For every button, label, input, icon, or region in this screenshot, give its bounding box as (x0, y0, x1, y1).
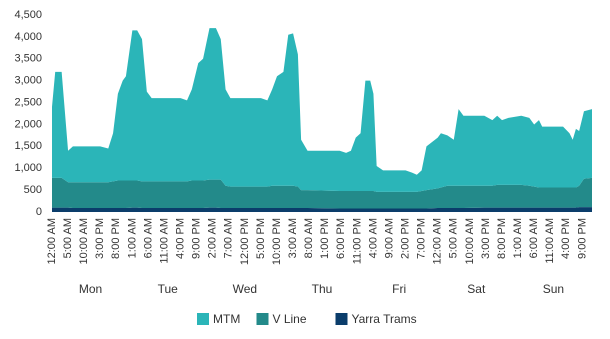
day-label: Sat (467, 282, 486, 296)
area (52, 28, 592, 192)
x-tick-label: 8:00 AM (303, 218, 315, 258)
x-tick-label: 9:00 PM (576, 218, 588, 259)
y-tick-label: 0 (36, 206, 42, 218)
y-tick-label: 2,000 (14, 118, 42, 130)
x-tick-label: 11:00 AM (158, 218, 170, 264)
x-tick-label: 3:00 PM (94, 218, 106, 259)
day-label: Fri (392, 282, 406, 296)
x-tick-label: 4:00 PM (560, 218, 572, 259)
x-tick-label: 3:00 AM (287, 218, 299, 258)
x-tick-label: 6:00 AM (528, 218, 540, 258)
x-tick-label: 11:00 AM (544, 218, 556, 264)
x-tick-label: 9:00 PM (191, 218, 203, 259)
x-tick-label: 7:00 AM (223, 218, 235, 258)
day-label: Mon (79, 282, 102, 296)
y-tick-label: 3,000 (14, 75, 42, 87)
x-tick-label: 6:00 AM (142, 218, 154, 258)
y-tick-label: 3,500 (14, 53, 42, 65)
legend-swatch (335, 313, 348, 325)
x-tick-label: 6:00 PM (335, 218, 347, 259)
x-tick-label: 1:00 PM (319, 218, 331, 259)
x-tick-label: 8:00 PM (496, 218, 508, 259)
x-tick-label: 4:00 AM (367, 218, 379, 258)
y-tick-label: 4,500 (14, 9, 42, 21)
x-tick-label: 5:00 AM (62, 218, 74, 258)
x-tick-label: 3:00 PM (480, 218, 492, 259)
x-tick-label: 5:00 PM (255, 218, 267, 259)
x-tick-label: 5:00 AM (448, 218, 460, 258)
y-tick-label: 500 (24, 184, 42, 196)
day-label: Sun (543, 282, 564, 296)
x-tick-label: 4:00 PM (174, 218, 186, 259)
area (52, 177, 592, 209)
legend-swatch (197, 313, 209, 325)
x-tick-label: 8:00 PM (110, 218, 122, 259)
x-tick-label: 1:00 AM (126, 218, 138, 258)
x-tick-label: 10:00 AM (464, 218, 476, 264)
legend-label: MTM (213, 312, 240, 326)
y-tick-label: 1,000 (14, 162, 42, 174)
legend-label: Yarra Trams (352, 312, 417, 326)
x-tick-label: 7:00 PM (416, 218, 428, 259)
x-tick-label: 11:00 PM (351, 218, 363, 264)
day-label: Thu (312, 282, 333, 296)
x-tick-label: 12:00 AM (46, 218, 58, 264)
y-tick-label: 1,500 (14, 140, 42, 152)
x-tick-label: 12:00 AM (432, 218, 444, 264)
x-tick-label: 2:00 PM (399, 218, 411, 259)
x-tick-label: 9:00 AM (383, 218, 395, 258)
area (52, 207, 592, 212)
legend-swatch (256, 313, 269, 325)
day-label: Tue (158, 282, 179, 296)
x-tick-label: 12:00 PM (239, 218, 251, 265)
x-tick-label: 1:00 AM (512, 218, 524, 258)
legend-label: V Line (273, 312, 307, 326)
x-tick-label: 10:00 PM (271, 218, 283, 265)
x-tick-label: 10:00 AM (78, 218, 90, 264)
y-tick-label: 4,000 (14, 31, 42, 43)
y-tick-label: 2,500 (14, 96, 42, 108)
day-label: Wed (233, 282, 257, 296)
x-tick-label: 2:00 AM (207, 218, 219, 258)
